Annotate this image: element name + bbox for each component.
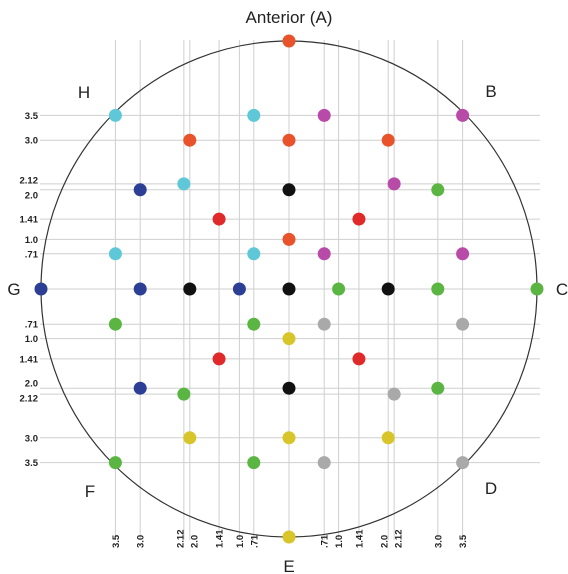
- y-tick-label: .71: [25, 320, 39, 331]
- point-red: [212, 352, 226, 366]
- point-red: [352, 212, 366, 226]
- y-tick-label: 1.0: [25, 235, 38, 246]
- point-black: [183, 282, 197, 296]
- point-yellow: [381, 431, 395, 445]
- point-green: [247, 317, 261, 331]
- point-green: [108, 317, 122, 331]
- y-tick-label: 3.5: [25, 458, 39, 469]
- x-tick-label: 3.5: [458, 534, 469, 548]
- point-magenta: [456, 247, 470, 261]
- point-cyan: [108, 108, 122, 122]
- point-cyan: [108, 247, 122, 261]
- point-green: [177, 387, 191, 401]
- y-tick-labels-lower: 3.5 3.0 2.12 2.0 1.41 1.0 .71: [20, 320, 39, 469]
- x-tick-labels-left: 3.5 3.0 2.12 2.0 1.41 1.0.71: [111, 529, 260, 548]
- y-tick-label: 1.41: [20, 215, 39, 226]
- y-tick-label: 3.0: [25, 433, 38, 444]
- x-tick-label: 1.0: [235, 535, 246, 548]
- point-black: [282, 381, 296, 395]
- x-tick-label: 3.0: [433, 535, 444, 548]
- label-h: H: [78, 83, 90, 102]
- point-black: [381, 282, 395, 296]
- x-tick-label: 1.0: [334, 535, 345, 548]
- point-gray: [387, 387, 401, 401]
- point-green: [431, 381, 445, 395]
- y-tick-label: 1.0: [25, 334, 38, 345]
- point-cyan: [247, 247, 261, 261]
- point-blue: [232, 282, 246, 296]
- point-blue: [133, 381, 147, 395]
- point-yellow: [282, 332, 296, 346]
- x-tick-label: 2.0: [380, 535, 391, 548]
- label-c: C: [556, 280, 568, 299]
- label-e: E: [283, 557, 294, 574]
- point-yellow: [282, 530, 296, 544]
- label-anterior: Anterior (A): [246, 8, 333, 27]
- point-yellow: [282, 431, 296, 445]
- x-tick-labels-right: 3.5 3.0 2.122.0 1.41 1.0.71: [320, 529, 469, 548]
- point-green: [108, 456, 122, 470]
- label-g: G: [7, 280, 20, 299]
- point-magenta: [317, 108, 331, 122]
- point-blue: [34, 282, 48, 296]
- point-black: [282, 282, 296, 296]
- x-tick-label: 2.12: [175, 530, 186, 549]
- point-gray: [317, 317, 331, 331]
- x-tick-label: 2.0: [189, 535, 200, 548]
- point-magenta: [317, 247, 331, 261]
- point-yellow: [183, 431, 197, 445]
- point-blue: [133, 282, 147, 296]
- point-orange: [183, 133, 197, 147]
- point-gray: [317, 456, 331, 470]
- y-tick-label: 1.41: [20, 354, 39, 365]
- point-red: [352, 352, 366, 366]
- y-tick-labels-upper: 3.5 3.0 2.12 2.0 1.41 1.0 .71: [20, 111, 39, 260]
- x-tick-label: 3.5: [111, 534, 122, 548]
- point-blue: [133, 183, 147, 197]
- point-red: [212, 212, 226, 226]
- point-orange: [282, 34, 296, 48]
- point-orange: [282, 133, 296, 147]
- point-magenta: [456, 108, 470, 122]
- y-tick-label: 2.12: [20, 175, 39, 186]
- point-green: [332, 282, 346, 296]
- y-tick-label: 2.12: [20, 394, 39, 405]
- y-tick-label: 2.0: [25, 190, 38, 201]
- x-tick-label: 1.41: [354, 529, 365, 548]
- data-points: [34, 34, 544, 544]
- x-tick-label: .71: [249, 534, 260, 548]
- point-green: [247, 456, 261, 470]
- y-tick-label: .71: [25, 249, 39, 260]
- y-tick-label: 2.0: [25, 379, 38, 390]
- point-green: [530, 282, 544, 296]
- point-green: [431, 183, 445, 197]
- point-black: [282, 183, 296, 197]
- point-green: [431, 282, 445, 296]
- point-orange: [282, 232, 296, 246]
- point-cyan: [247, 108, 261, 122]
- label-d: D: [485, 479, 497, 498]
- x-tick-label: 1.41: [215, 529, 226, 548]
- x-tick-label: 3.0: [136, 535, 147, 548]
- point-magenta: [387, 177, 401, 191]
- y-tick-label: 3.5: [25, 111, 39, 122]
- x-tick-label: 2.12: [394, 530, 405, 549]
- label-f: F: [85, 482, 95, 501]
- point-gray: [456, 317, 470, 331]
- point-gray: [456, 456, 470, 470]
- point-orange: [381, 133, 395, 147]
- y-tick-label: 3.0: [25, 136, 38, 147]
- point-cyan: [177, 177, 191, 191]
- x-tick-label: .71: [320, 534, 331, 548]
- label-b: B: [485, 82, 496, 101]
